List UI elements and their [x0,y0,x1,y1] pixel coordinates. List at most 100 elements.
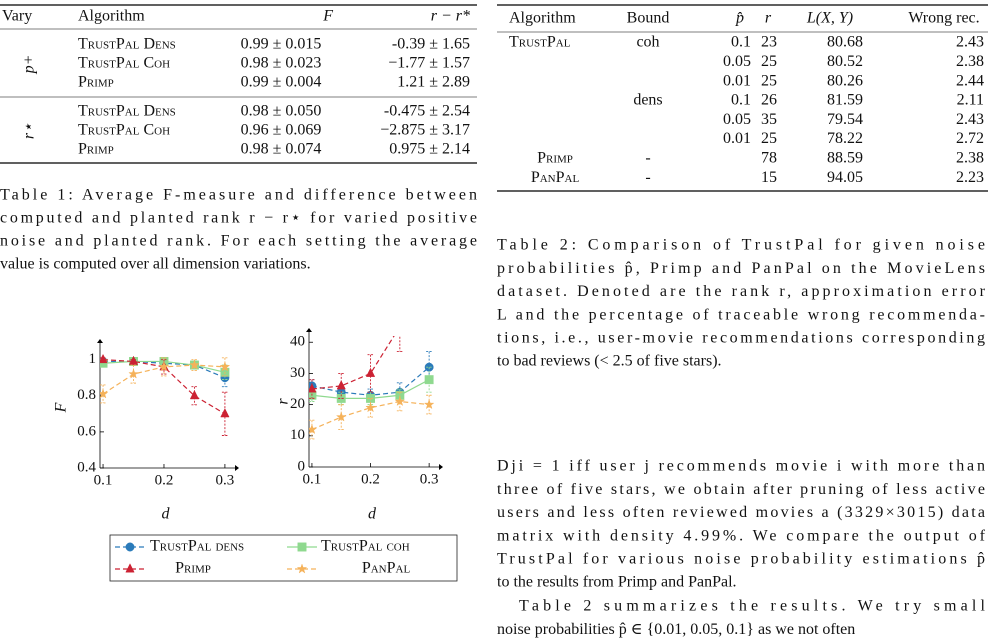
table1-header: F [322,8,333,25]
marker [128,368,139,379]
table1-f: 0.98 ± 0.050 [241,103,322,120]
table1-caption: Table 1: Average F-measure and differenc… [0,187,477,204]
table1-algorithm: TrustPal Coh [78,122,170,139]
body-text: three of five stars, we obtain after pru… [497,481,985,498]
table2-header: Bound [627,10,670,27]
x-tick-label: 0.1 [303,471,322,487]
error-bar [367,397,374,418]
x-axis-arrow [235,465,239,471]
table2-loss: 88.59 [827,149,863,166]
table1-caption: computed and planted rank r − r⋆ for var… [0,210,477,227]
table1-caption: noise and planted rank. For each setting… [0,233,477,250]
marker [219,361,231,372]
table1-algorithm: Primp [78,141,114,158]
table2-algorithm: Primp [537,149,573,166]
body-text: TrustPal for various noise probability e… [497,550,985,567]
table2-p: 0.05 [723,53,751,70]
y-axis-label: r [275,398,292,405]
y-axis-arrow [97,339,103,343]
table2-caption: to bad reviews (< 2.5 of five stars). [497,353,722,370]
error-bar [426,394,433,415]
error-bar [426,264,432,326]
table2-algorithm: TrustPal [509,34,571,51]
table2-header: r [765,10,772,27]
table2-p: 0.01 [723,72,751,89]
table2-header: Algorithm [509,10,576,27]
table1-algorithm: TrustPal Dens [78,103,176,120]
table1-f: 0.99 ± 0.015 [241,36,322,53]
table1-vary: r⋆ [21,123,38,139]
x-tick-label: 0.3 [420,471,439,487]
table2-r: 25 [761,130,777,147]
table2-wrong: 2.43 [956,111,984,128]
table1-rdiff: −1.77 ± 1.57 [388,55,470,72]
marker [423,399,435,410]
body-text: matrix with density 4.99%. We compare th… [497,527,986,544]
body-text: users and less often reviewed movies a (… [497,504,985,521]
table2-wrong: 2.43 [956,34,984,51]
table1-algorithm: TrustPal Coh [78,55,170,72]
legend-marker [125,542,135,552]
table2-p: 0.1 [731,92,751,109]
table2-bound: dens [633,92,662,109]
body-text: Table 2 summarizes the results. We try s… [519,598,986,615]
y-tick-label: 20 [290,396,305,412]
legend-label: TrustPal dens [150,538,244,555]
table1-f: 0.98 ± 0.023 [241,55,322,72]
table2-r: 25 [761,53,777,70]
table1-f: 0.98 ± 0.074 [241,141,322,158]
table2-loss: 78.22 [827,130,863,147]
marker [128,355,139,365]
x-tick-label: 0.1 [94,472,113,488]
body-text: Dji = 1 iff user j recommends movie i wi… [497,458,985,475]
error-bar [130,364,137,384]
table2-bound: - [645,169,650,186]
table1-rdiff: -0.39 ± 1.65 [392,36,470,53]
x-axis-arrow [439,464,443,470]
table2-caption: L and the percentage of traceable wrong … [497,306,985,323]
table1-caption: value is computed over all dimension var… [0,256,311,273]
x-tick-label: 0.2 [155,472,174,488]
x-axis-label: d [368,506,377,523]
error-bar [191,386,198,406]
table2-wrong: 2.38 [956,149,984,166]
y-tick-label: 40 [290,334,305,350]
table2-wrong: 2.11 [957,92,984,109]
x-tick-label: 0.2 [361,471,380,487]
marker [396,321,404,329]
table1-rdiff: 1.21 ± 2.89 [397,74,470,91]
plot-area [100,353,231,436]
y-axis-label: F [53,402,70,413]
table2-loss: 80.68 [827,34,863,51]
legend-label: PanPal [362,560,411,577]
marker [158,361,170,372]
y-tick-label: 1 [89,351,97,367]
y-tick-label: 0.8 [77,387,96,403]
y-tick-label: 30 [290,365,305,381]
y-tick-label: 10 [290,427,305,443]
error-bar [396,336,403,353]
table2-wrong: 2.23 [956,169,984,186]
table2-loss: 79.54 [827,111,863,128]
table2-caption: tions, i.e., user-movie recommendations … [497,329,985,346]
marker [189,390,200,400]
table1-f: 0.96 ± 0.069 [241,122,322,139]
table2-header: Wrong rec. [908,10,979,27]
table2-caption: probabilities p̂, Primp and PanPal on th… [497,260,985,277]
table2-p: 0.1 [731,34,751,51]
series-line [103,359,226,415]
legend-marker [296,563,308,574]
marker [394,395,406,407]
marker [309,383,317,393]
table1-header: Algorithm [78,8,145,25]
table2-wrong: 2.72 [956,130,984,147]
table1-rdiff: 0.975 ± 2.14 [389,141,470,158]
table2-r: 35 [761,111,777,128]
y-axis-arrow [306,328,312,332]
table2-wrong: 2.38 [956,53,984,70]
table2-wrong: 2.44 [956,72,984,89]
table2-r: 78 [761,149,777,166]
error-bar [160,357,167,377]
table2-caption: Table 2: Comparison of TrustPal for give… [497,237,985,254]
